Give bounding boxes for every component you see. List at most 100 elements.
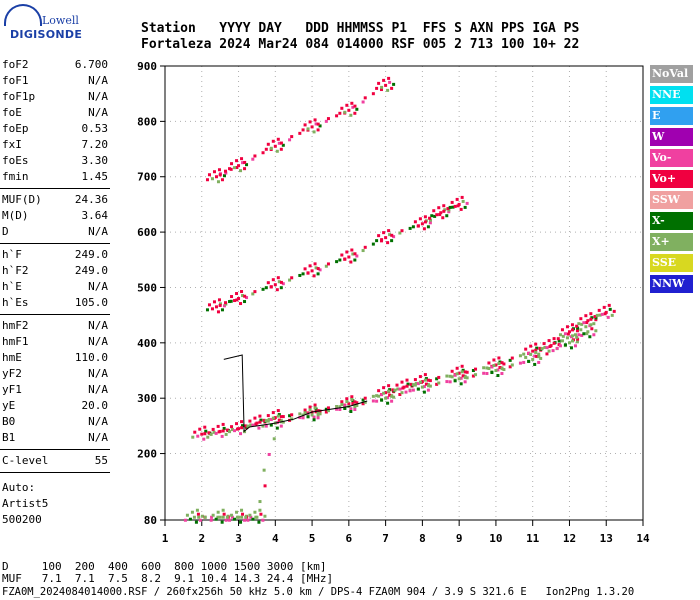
- echo-point: [377, 234, 381, 238]
- echo-point: [423, 378, 427, 382]
- legend-item: X-: [650, 212, 693, 230]
- echo-point: [351, 252, 355, 256]
- echo-point: [390, 86, 394, 90]
- param-value: 3.30: [81, 154, 109, 167]
- echo-point: [455, 197, 459, 201]
- echo-point: [487, 367, 491, 371]
- param-row: foF1 N/A: [2, 74, 108, 90]
- echo-point: [243, 518, 247, 522]
- echo-point: [418, 375, 422, 379]
- legend-item: Vo-: [650, 149, 693, 167]
- echo-point: [384, 83, 388, 87]
- echo-point: [258, 414, 262, 418]
- param-row: foF2 6.700: [2, 58, 108, 74]
- echo-point: [405, 384, 409, 388]
- echo-point: [308, 264, 312, 268]
- echo-point: [245, 296, 249, 300]
- echo-point: [537, 355, 541, 359]
- echo-point: [448, 380, 452, 384]
- param-row: B0 N/A: [2, 415, 108, 431]
- echo-point: [571, 328, 575, 332]
- echo-point: [363, 96, 367, 100]
- echo-point: [558, 333, 562, 337]
- echo-point: [240, 426, 244, 430]
- echo-point: [243, 300, 247, 304]
- echo-point: [537, 360, 541, 364]
- echo-point: [502, 362, 506, 366]
- echo-point: [338, 408, 342, 411]
- echo-point: [237, 297, 241, 301]
- echo-point: [272, 437, 276, 441]
- echo-point: [460, 370, 464, 374]
- echo-point: [392, 395, 396, 399]
- echo-point: [377, 81, 381, 85]
- echo-point: [205, 178, 209, 182]
- echo-point: [510, 363, 514, 367]
- echo-point: [220, 308, 224, 312]
- echo-point: [428, 216, 432, 220]
- echo-point: [255, 421, 259, 425]
- echo-point: [281, 282, 285, 286]
- param-row: foEs 3.30: [2, 154, 108, 170]
- echo-point: [233, 299, 237, 303]
- echo-point: [221, 422, 225, 426]
- echo-point: [349, 260, 353, 264]
- echo-point: [575, 335, 579, 339]
- echo-point: [298, 416, 302, 420]
- echo-point: [545, 352, 549, 356]
- echo-point: [453, 373, 457, 377]
- echo-point: [228, 167, 232, 171]
- legend-item: NNE: [650, 86, 693, 104]
- echo-point: [542, 342, 546, 346]
- echo-point: [312, 130, 316, 134]
- echo-point: [589, 312, 593, 316]
- echo-point: [610, 313, 614, 317]
- echo-point: [437, 381, 441, 385]
- echo-point: [386, 401, 390, 405]
- echo-point: [271, 278, 275, 282]
- echo-point: [281, 420, 285, 424]
- echo-point: [592, 322, 596, 326]
- echo-point: [324, 407, 328, 411]
- echo-point: [590, 327, 594, 331]
- echo-point: [387, 229, 391, 233]
- echo-point: [485, 366, 489, 370]
- echo-point: [396, 387, 400, 391]
- echo-point: [435, 213, 439, 217]
- echo-point: [246, 518, 250, 522]
- echo-point: [438, 213, 442, 217]
- echo-point: [592, 333, 596, 337]
- echo-point: [361, 402, 365, 406]
- param-name: hmF2: [2, 319, 29, 332]
- file-info-row: FZA0M_2024084014000.RSF / 260fx256h 50 k…: [2, 586, 635, 598]
- echo-point: [277, 141, 281, 145]
- echo-point: [324, 264, 328, 268]
- param-value: 20.0: [81, 399, 109, 412]
- echo-point: [241, 161, 245, 165]
- echo-point: [212, 300, 216, 304]
- echo-point: [273, 144, 277, 148]
- echo-point: [522, 352, 526, 356]
- echo-point: [384, 396, 388, 400]
- echo-point: [211, 427, 215, 431]
- echo-point: [218, 302, 222, 306]
- echo-point: [279, 424, 283, 428]
- autoscaling-info: 500200: [2, 513, 42, 526]
- param-name: M(D): [2, 209, 29, 222]
- echo-point: [263, 514, 267, 518]
- legend-item: NNW: [650, 275, 693, 293]
- y-tick-label: 80: [144, 514, 157, 527]
- echo-point: [253, 416, 257, 420]
- echo-point: [235, 292, 239, 296]
- echo-point: [422, 385, 426, 389]
- echo-point: [277, 280, 281, 284]
- echo-point: [275, 149, 279, 153]
- param-name: yF2: [2, 367, 22, 380]
- echo-point: [556, 337, 560, 341]
- echo-point: [575, 340, 579, 344]
- echo-point: [338, 111, 342, 115]
- echo-point: [271, 139, 275, 143]
- echo-point: [229, 167, 233, 171]
- echo-point: [416, 382, 420, 386]
- echo-point: [382, 231, 386, 235]
